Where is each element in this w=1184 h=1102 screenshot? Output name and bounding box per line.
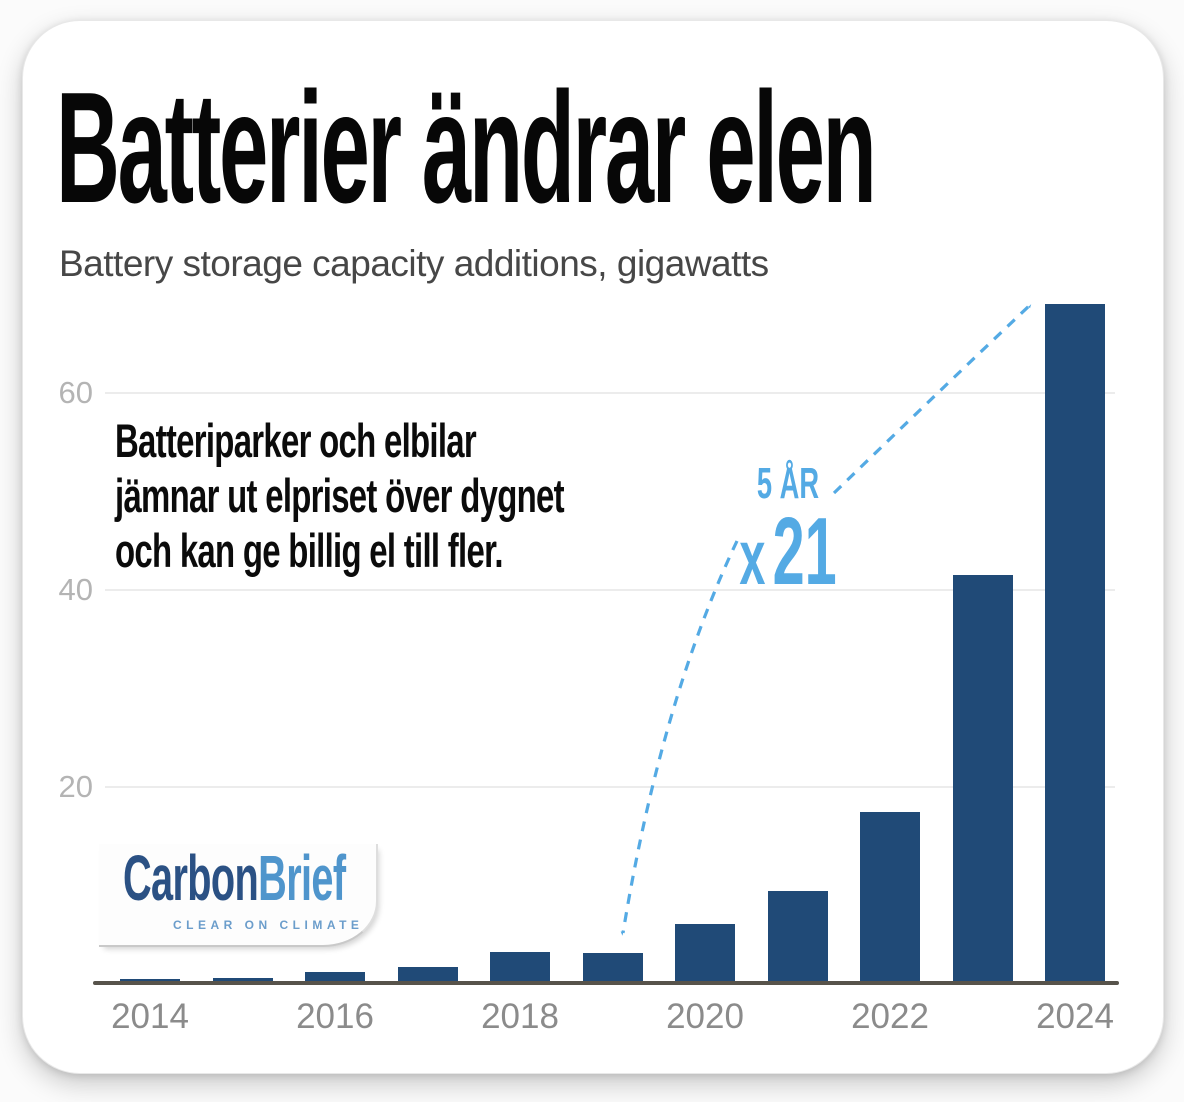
bar-2024 (1045, 304, 1105, 984)
annotation-line-1: Batteriparker och elbilar (115, 414, 477, 467)
bar-2016 (305, 972, 365, 984)
callout-multiplier-value: 21 (772, 498, 837, 605)
bar-2021 (767, 891, 828, 984)
x-axis-label-2022: 2022 (851, 997, 929, 1036)
callout-multiplier-prefix: x (739, 513, 766, 601)
bar-2019 (582, 953, 643, 984)
x-axis-label-2020: 2020 (666, 997, 744, 1036)
page-title: Batterier ändrar elen (56, 60, 877, 236)
carbonbrief-logo-wordmark: CarbonBrief (123, 846, 346, 910)
bar-2017 (397, 967, 458, 984)
x-axis-label-2016: 2016 (296, 997, 374, 1036)
x-axis-label-2018: 2018 (481, 997, 559, 1036)
carbonbrief-logo: CarbonBrief CLEAR ON CLIMATE (99, 844, 378, 947)
annotation-text: Batteriparker och elbilar jämnar ut elpr… (115, 413, 565, 578)
annotation-line-2: jämnar ut elpriset över dygnet (115, 469, 565, 522)
annotation-line-3: och kan ge billig el till fler. (115, 524, 504, 577)
y-axis-tick-40: 40 (58, 572, 93, 607)
gridline-40 (105, 589, 1115, 591)
bar-2023 (952, 575, 1013, 984)
logo-carbon-text: Carbon (123, 842, 259, 914)
callout-multiplier: x 21 (713, 498, 863, 605)
gridline-20 (105, 786, 1115, 788)
logo-brief-text: Brief (258, 842, 346, 914)
bar-2022 (860, 811, 920, 984)
x-axis-label-2024: 2024 (1036, 997, 1114, 1036)
callout-years-label: 5 ÅR (756, 459, 820, 508)
chart-subtitle: Battery storage capacity additions, giga… (59, 243, 769, 284)
logo-tagline: CLEAR ON CLIMATE (173, 918, 364, 932)
y-axis-tick-60: 60 (58, 375, 93, 410)
gridline-60 (105, 392, 1115, 394)
chart-card: Batterier ändrar elen Battery storage ca… (22, 20, 1164, 1074)
y-axis-tick-20: 20 (58, 769, 93, 804)
x-axis-line (93, 981, 1119, 985)
x-axis-label-2014: 2014 (111, 997, 189, 1036)
bar-2020 (675, 923, 735, 984)
growth-callout: 5 ÅR x 21 (663, 459, 913, 605)
chart-plot: 20 40 60 2014 2016 2018 2020 2022 2024 (23, 21, 1163, 1073)
bar-2018 (490, 952, 550, 984)
